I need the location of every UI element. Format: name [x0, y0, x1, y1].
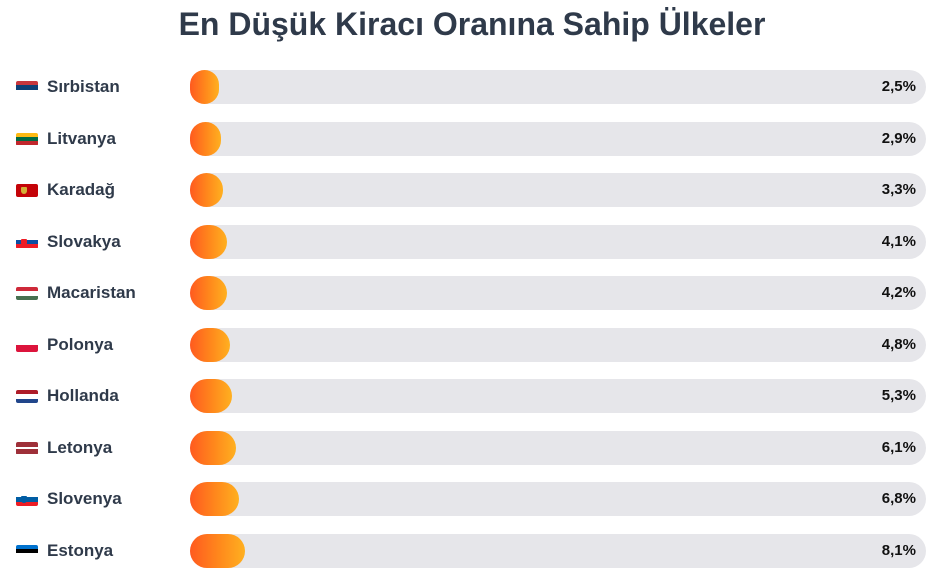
bar [190, 224, 227, 259]
bar-track: 6,8% [190, 482, 926, 516]
bar-track: 5,3% [190, 379, 926, 413]
bar-row: Karadağ 3,3% [0, 173, 944, 207]
category-label: Slovenya [47, 489, 122, 508]
bar-track: 2,9% [190, 121, 926, 156]
data-label: 3,3% [881, 181, 916, 198]
bar-track: 3,3% [190, 173, 926, 207]
data-label: 6,8% [881, 490, 916, 507]
latvia-flag-icon [16, 441, 38, 455]
poland-flag-icon [16, 338, 38, 352]
bar-row: Letonya 6,1% [0, 430, 944, 465]
bar [190, 533, 245, 568]
category-label: Estonya [47, 540, 114, 560]
bar-row: Macaristan 4,2% [0, 276, 944, 310]
data-label: 8,1% [881, 541, 916, 559]
category-label: Karadağ [47, 180, 116, 199]
bar-row: Litvanya 2,9% [0, 121, 944, 156]
category-label: Hollanda [47, 386, 119, 405]
data-label: 4,2% [881, 284, 916, 301]
category-label: Litvanya [47, 128, 116, 148]
montenegro-flag-icon [16, 184, 38, 197]
bar [190, 173, 223, 207]
category-label: Slovakya [47, 231, 121, 251]
serbia-flag-icon [16, 81, 38, 94]
estonia-flag-icon [16, 544, 38, 558]
bar-row: Slovakya 4,1% [0, 224, 944, 259]
slovenia-flag-icon [16, 493, 38, 506]
bar-track: 2,5% [190, 70, 926, 104]
bar-row: Slovenya 6,8% [0, 482, 944, 516]
bar-row: Hollanda 5,3% [0, 379, 944, 413]
lithuania-flag-icon [16, 132, 38, 146]
data-label: 2,9% [881, 129, 916, 147]
data-label: 5,3% [881, 387, 916, 404]
data-label: 4,1% [881, 232, 916, 250]
bar [190, 121, 222, 156]
bar [190, 430, 236, 465]
data-label: 2,5% [881, 78, 916, 95]
hungary-flag-icon [16, 287, 38, 300]
data-label: 4,8% [881, 335, 916, 353]
category-label: Letonya [47, 437, 113, 457]
bar [190, 379, 232, 413]
bar-track: 6,1% [190, 430, 926, 465]
data-label: 6,1% [881, 438, 916, 456]
chart-title: En Düşük Kiracı Oranına Sahip Ülkeler [178, 6, 766, 42]
bar [190, 276, 227, 310]
bar-track: 4,2% [190, 276, 926, 310]
category-label: Sırbistan [47, 77, 120, 96]
slovakia-flag-icon [16, 235, 38, 249]
netherlands-flag-icon [16, 390, 38, 403]
bar-row: Polonya 4,8% [0, 327, 944, 362]
category-label: Polonya [47, 334, 114, 354]
bar-track: 4,1% [190, 224, 926, 259]
bar-row: Estonya 8,1% [0, 533, 944, 568]
bar-track: 8,1% [190, 533, 926, 568]
bar-track: 4,8% [190, 327, 926, 362]
bar [190, 327, 230, 362]
bar [190, 70, 220, 104]
bar-row: Sırbistan 2,5% [0, 70, 944, 104]
category-label: Macaristan [47, 283, 136, 302]
bar [190, 482, 239, 516]
